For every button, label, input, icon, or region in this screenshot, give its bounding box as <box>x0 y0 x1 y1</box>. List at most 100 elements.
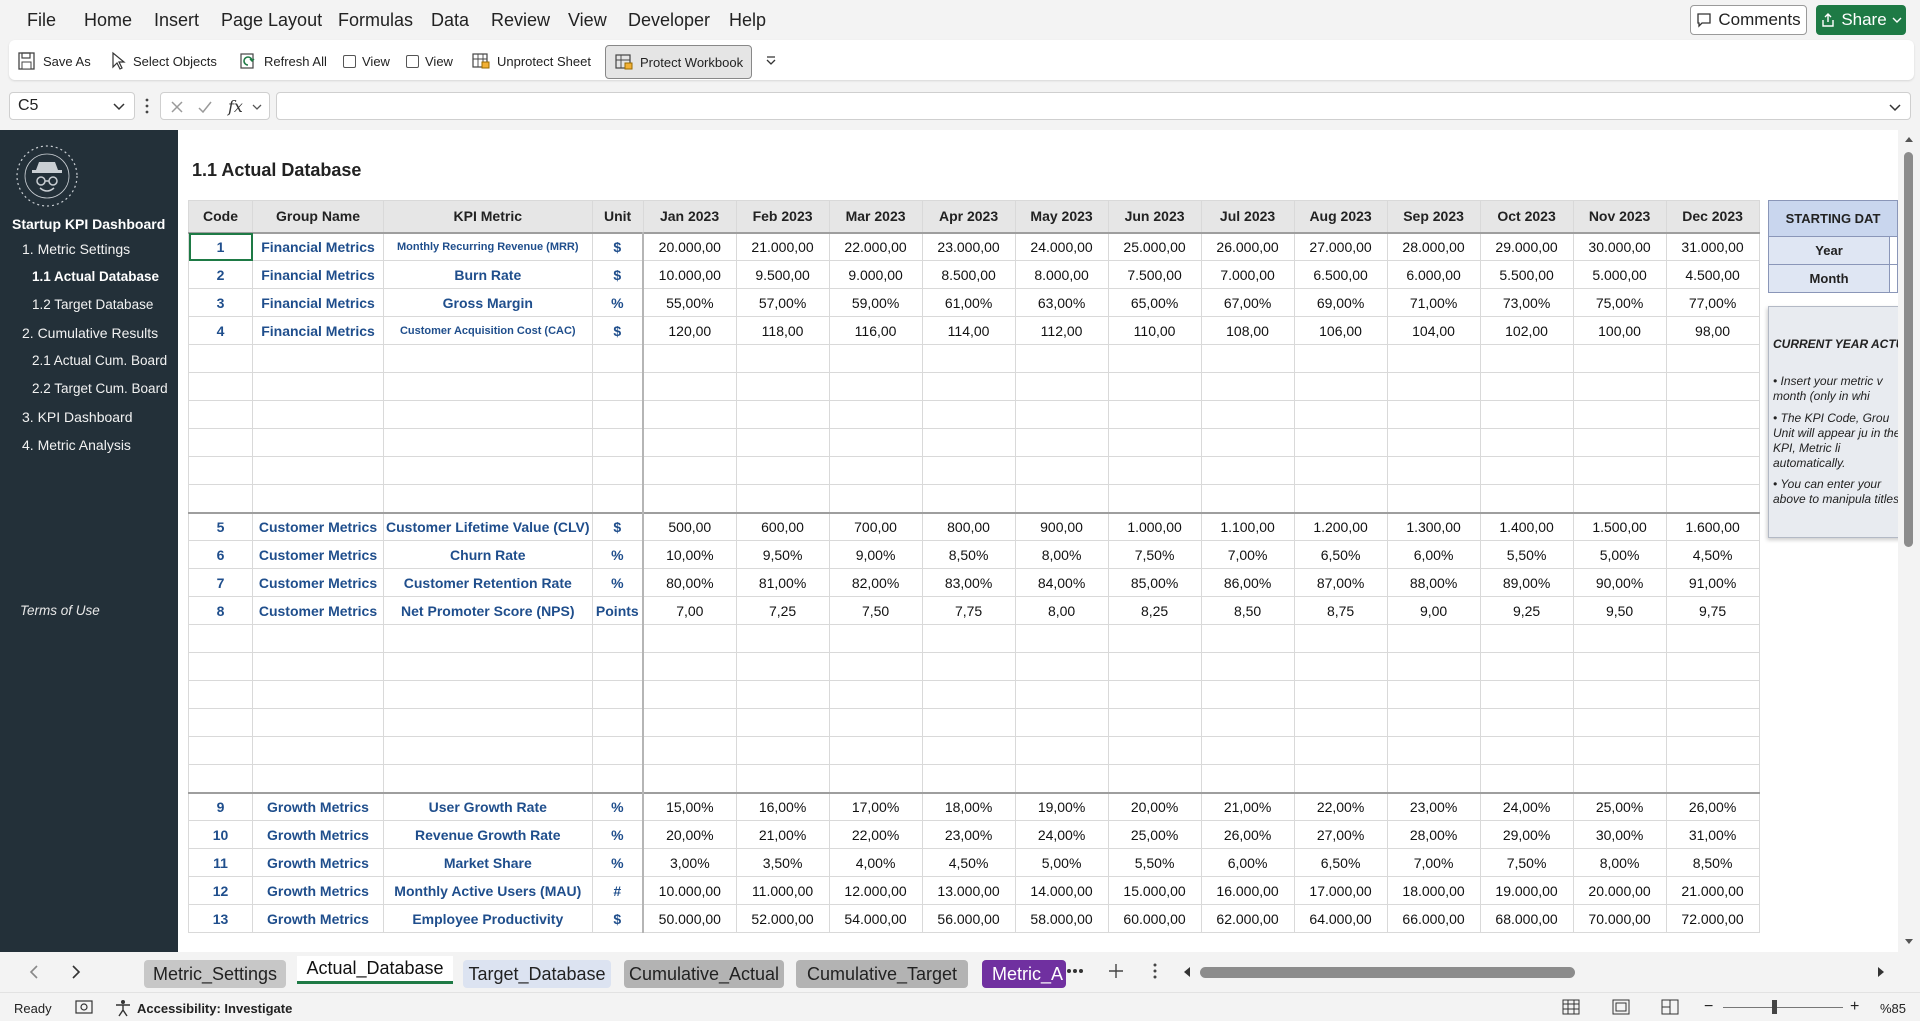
check-icon[interactable] <box>197 99 213 115</box>
value-cell[interactable]: 72.000,00 <box>1665 904 1760 933</box>
value-cell[interactable]: 26,00% <box>1665 791 1760 821</box>
value-cell[interactable]: 7,50% <box>1107 540 1202 569</box>
unit-cell[interactable]: % <box>591 791 644 821</box>
scroll-right-icon[interactable] <box>1876 966 1886 978</box>
value-cell[interactable]: 68.000,00 <box>1479 904 1574 933</box>
value-cell[interactable]: 85,00% <box>1107 568 1202 597</box>
kpi-metric-cell[interactable] <box>383 708 593 737</box>
value-cell[interactable]: 8,75 <box>1293 596 1388 625</box>
value-cell[interactable]: 86,00% <box>1200 568 1295 597</box>
value-cell[interactable] <box>921 624 1016 653</box>
value-cell[interactable]: 80,00% <box>642 568 737 597</box>
value-cell[interactable] <box>1572 456 1667 485</box>
value-cell[interactable]: 56.000,00 <box>921 904 1016 933</box>
value-cell[interactable]: 88,00% <box>1386 568 1481 597</box>
value-cell[interactable]: 26.000,00 <box>1200 232 1295 261</box>
value-cell[interactable] <box>1200 400 1295 429</box>
value-cell[interactable] <box>1572 680 1667 709</box>
code-cell[interactable]: 9 <box>188 791 253 821</box>
value-cell[interactable]: 7,00% <box>1386 848 1481 877</box>
menu-help[interactable]: Help <box>729 10 767 30</box>
menu-view[interactable]: View <box>568 10 607 30</box>
value-cell[interactable] <box>1107 484 1202 513</box>
value-cell[interactable]: 8.500,00 <box>921 260 1016 289</box>
value-cell[interactable]: 7.500,00 <box>1107 260 1202 289</box>
unit-cell[interactable]: $ <box>591 904 644 933</box>
value-cell[interactable] <box>1107 680 1202 709</box>
value-cell[interactable] <box>1014 652 1109 681</box>
value-cell[interactable]: 11.000,00 <box>735 876 830 905</box>
value-cell[interactable] <box>735 428 830 457</box>
value-cell[interactable]: 114,00 <box>921 316 1016 345</box>
zoom-slider-thumb[interactable] <box>1772 1000 1777 1014</box>
value-cell[interactable]: 7,00 <box>642 596 737 625</box>
sidebar-item-actual-database[interactable]: 1.1 Actual Database <box>32 269 160 284</box>
value-cell[interactable]: 4,00% <box>828 848 923 877</box>
group-name-cell[interactable]: Customer Metrics <box>252 540 384 569</box>
menu-developer[interactable]: Developer <box>628 10 711 30</box>
add-sheet-icon[interactable] <box>1107 962 1125 980</box>
kpi-metric-cell[interactable] <box>383 344 593 373</box>
kpi-metric-cell[interactable]: Customer Retention Rate <box>383 568 593 597</box>
value-cell[interactable]: 6.000,00 <box>1386 260 1481 289</box>
sidebar-item-target-database[interactable]: 1.2 Target Database <box>32 297 154 312</box>
group-name-cell[interactable]: Financial Metrics <box>252 260 384 289</box>
value-cell[interactable]: 30.000,00 <box>1572 232 1667 261</box>
code-cell[interactable]: 11 <box>188 848 253 877</box>
value-cell[interactable] <box>828 764 923 793</box>
value-cell[interactable]: 8,00% <box>1014 540 1109 569</box>
value-cell[interactable] <box>1665 484 1760 513</box>
value-cell[interactable] <box>1200 372 1295 401</box>
value-cell[interactable] <box>1572 708 1667 737</box>
value-cell[interactable]: 8.000,00 <box>1014 260 1109 289</box>
group-name-cell[interactable] <box>252 400 384 429</box>
value-cell[interactable] <box>1293 680 1388 709</box>
group-name-cell[interactable] <box>252 652 384 681</box>
value-cell[interactable] <box>828 736 923 765</box>
value-cell[interactable]: 29,00% <box>1479 820 1574 849</box>
code-cell[interactable]: 1 <box>188 232 253 261</box>
zoom-in-button[interactable]: + <box>1850 998 1860 1015</box>
value-cell[interactable] <box>1665 680 1760 709</box>
value-cell[interactable]: 9,50 <box>1572 596 1667 625</box>
unit-cell[interactable] <box>591 652 644 681</box>
unit-cell[interactable]: % <box>591 848 644 877</box>
value-cell[interactable] <box>1293 736 1388 765</box>
value-cell[interactable] <box>1200 764 1295 793</box>
group-name-cell[interactable] <box>252 624 384 653</box>
more-vertical-icon[interactable] <box>144 96 150 116</box>
kpi-metric-cell[interactable]: Revenue Growth Rate <box>383 820 593 849</box>
value-cell[interactable] <box>1665 344 1760 373</box>
value-cell[interactable]: 9,75 <box>1665 596 1760 625</box>
value-cell[interactable] <box>1014 428 1109 457</box>
kpi-metric-cell[interactable] <box>383 680 593 709</box>
value-cell[interactable]: 77,00% <box>1665 288 1760 317</box>
value-cell[interactable] <box>1014 708 1109 737</box>
value-cell[interactable] <box>735 344 830 373</box>
value-cell[interactable] <box>1572 736 1667 765</box>
value-cell[interactable] <box>1572 652 1667 681</box>
value-cell[interactable]: 28,00% <box>1386 820 1481 849</box>
code-cell[interactable]: 6 <box>188 540 253 569</box>
sidebar-item-cumulative-results[interactable]: 2. Cumulative Results <box>22 325 159 341</box>
value-cell[interactable] <box>828 428 923 457</box>
sidebar-item-kpi-dashboard[interactable]: 3. KPI Dashboard <box>22 409 133 425</box>
group-name-cell[interactable]: Financial Metrics <box>252 288 384 317</box>
value-cell[interactable]: 8,50% <box>1665 848 1760 877</box>
kpi-metric-cell[interactable]: User Growth Rate <box>383 791 593 821</box>
group-name-cell[interactable] <box>252 736 384 765</box>
value-cell[interactable]: 4,50% <box>921 848 1016 877</box>
value-cell[interactable]: 5,00% <box>1014 848 1109 877</box>
kpi-metric-cell[interactable] <box>383 652 593 681</box>
value-cell[interactable] <box>1014 400 1109 429</box>
code-cell[interactable] <box>188 456 253 485</box>
menu-file[interactable]: File <box>27 10 57 30</box>
value-cell[interactable] <box>1665 652 1760 681</box>
value-cell[interactable]: 55,00% <box>642 288 737 317</box>
value-cell[interactable] <box>1200 624 1295 653</box>
value-cell[interactable]: 5,50% <box>1107 848 1202 877</box>
value-cell[interactable]: 7,75 <box>921 596 1016 625</box>
value-cell[interactable]: 58.000,00 <box>1014 904 1109 933</box>
sheet-tab[interactable]: Metric_Settings <box>144 960 286 988</box>
value-cell[interactable] <box>1293 344 1388 373</box>
